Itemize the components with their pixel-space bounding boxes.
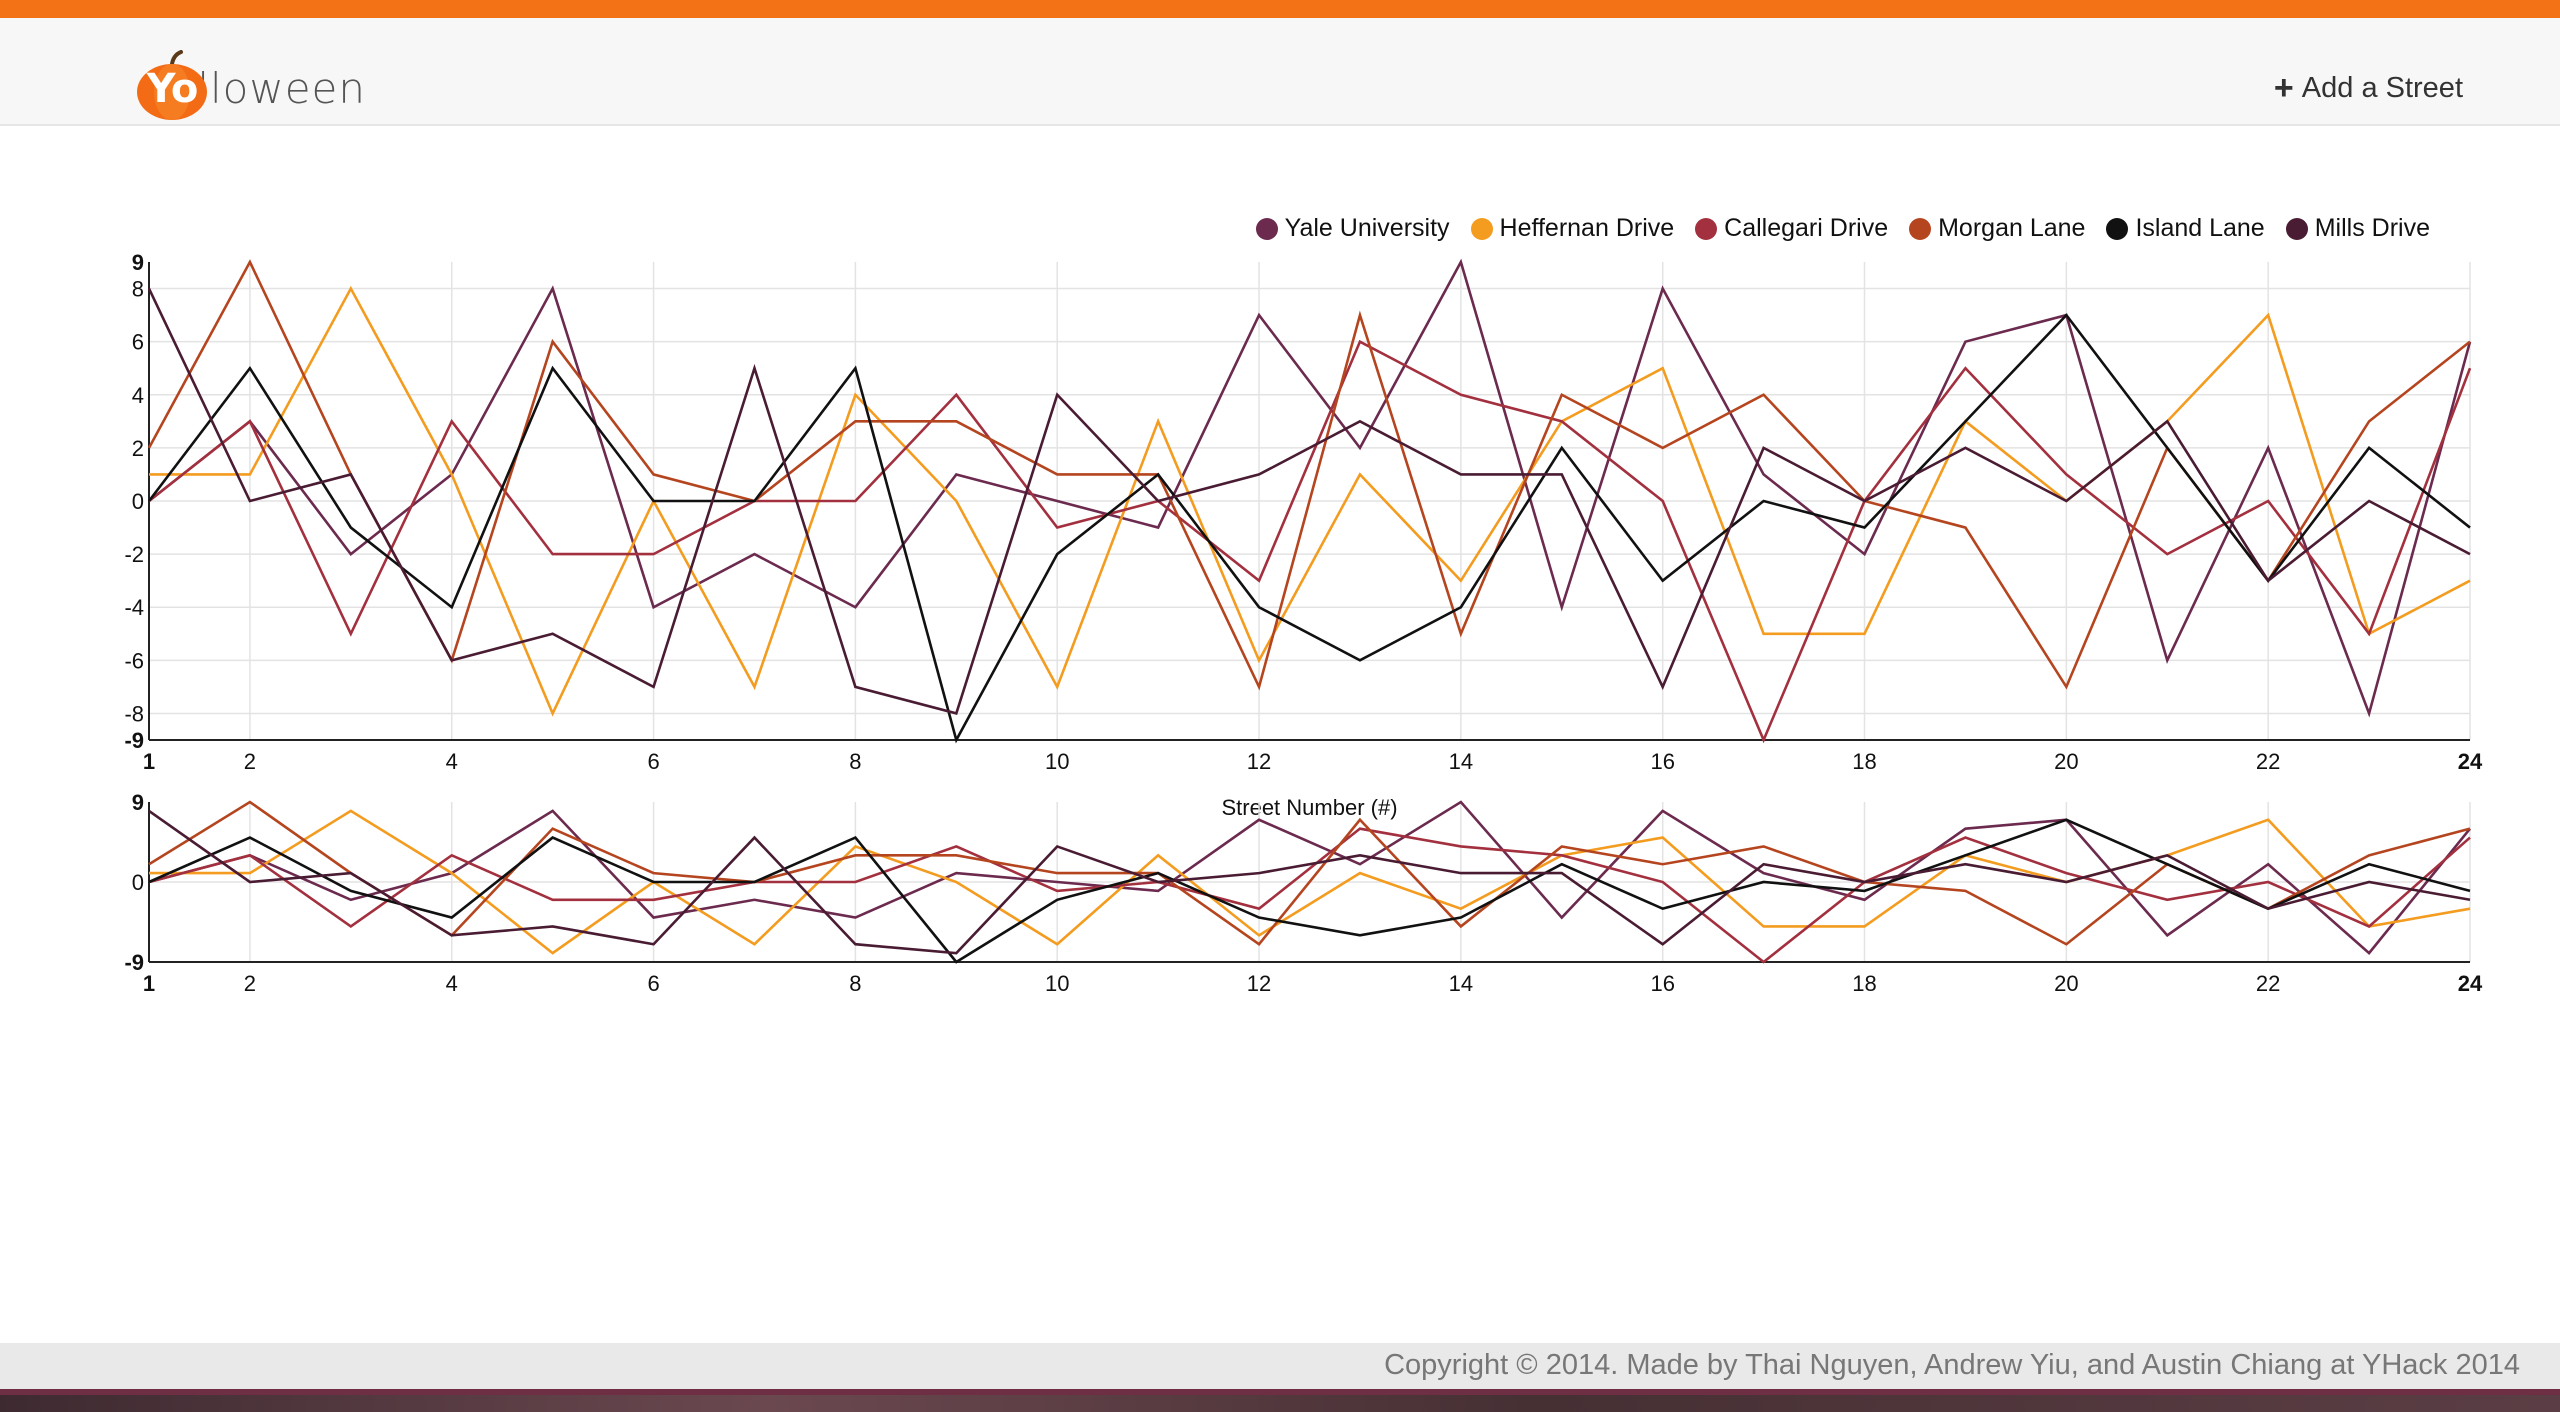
bottom-decor-strip: [0, 1389, 2560, 1412]
context-x-tick-label: 14: [1449, 971, 1473, 996]
context-y-tick-label: -9: [124, 950, 144, 975]
context-x-tick-label: 22: [2256, 971, 2280, 996]
legend-dot-icon: [2106, 217, 2129, 240]
add-street-label: Add a Street: [2301, 71, 2463, 104]
legend-dot-icon: [1255, 217, 1278, 240]
main-x-tick-label: 6: [647, 749, 659, 774]
main-x-tick-label: 4: [446, 749, 458, 774]
main-x-tick-label: 10: [1045, 749, 1069, 774]
context-y-tick-label: 0: [132, 870, 144, 895]
main-y-tick-label: 0: [132, 489, 144, 514]
context-x-tick-label: 4: [446, 971, 458, 996]
logo-highlight: Yo: [146, 66, 199, 112]
main-x-tick-label: 1: [143, 749, 155, 774]
legend-dot-icon: [1470, 217, 1493, 240]
legend-dot-icon: [1909, 217, 1932, 240]
main-y-tick-label: 2: [132, 436, 144, 461]
context-x-tick-label: 2: [244, 971, 256, 996]
context-x-tick-label: 24: [2458, 971, 2483, 996]
main-x-tick-label: 18: [1852, 749, 1876, 774]
context-x-tick-label: 6: [647, 971, 659, 996]
main-y-tick-label: -2: [124, 542, 144, 567]
main-x-tick-label: 20: [2054, 749, 2078, 774]
main-series-line: [147, 313, 2471, 744]
context-series-line: [148, 809, 2471, 955]
main-x-tick-label: 14: [1449, 749, 1473, 774]
context-y-tick-label: 9: [132, 790, 144, 815]
main-series-line: [148, 339, 2472, 744]
legend-item[interactable]: Morgan Lane: [1909, 214, 2085, 243]
legend-label: Heffernan Drive: [1499, 214, 1675, 242]
main-y-tick-label: -9: [124, 728, 144, 753]
main-y-tick-label: -8: [124, 701, 144, 726]
legend-dot-icon: [1695, 217, 1718, 240]
logo-text: lloween: [197, 63, 366, 113]
legend-item[interactable]: Yale University: [1255, 214, 1450, 243]
context-series-line: [148, 818, 2471, 964]
main-x-tick-label: 8: [849, 749, 861, 774]
legend-item[interactable]: Heffernan Drive: [1470, 214, 1675, 243]
legend-label: Callegari Drive: [1724, 214, 1889, 242]
context-x-tick-label: 10: [1045, 971, 1069, 996]
legend-item[interactable]: Mills Drive: [2285, 214, 2430, 243]
main-x-tick-label: 22: [2256, 749, 2280, 774]
main-series-line: [148, 258, 2472, 718]
context-x-tick-label: 18: [1852, 971, 1876, 996]
main-x-tick-label: 16: [1650, 749, 1674, 774]
legend-label: Mills Drive: [2314, 214, 2430, 242]
main-x-tick-label: 24: [2458, 749, 2483, 774]
context-x-tick-label: 1: [143, 971, 155, 996]
main-x-tick-label: 12: [1247, 749, 1271, 774]
legend-label: Yale University: [1284, 214, 1450, 242]
main-y-tick-label: -4: [124, 595, 144, 620]
pumpkin-icon: Yo: [136, 50, 207, 120]
legend-label: Island Lane: [2135, 214, 2265, 242]
context-series-line: [148, 800, 2471, 946]
context-x-tick-label: 20: [2054, 971, 2078, 996]
footer: Copyright © 2014. Made by Thai Nguyen, A…: [0, 1343, 2560, 1389]
main-series-line: [147, 259, 2471, 691]
legend-dot-icon: [2285, 217, 2308, 240]
context-panel: 90-91 2 4 6 8 10 12 14 16 18 20 22 24: [124, 790, 2483, 996]
x-axis-title: Street Number (#): [1221, 795, 1397, 820]
navbar: Yo lloween + Add a Street: [0, 18, 2560, 126]
context-x-tick-label: 12: [1247, 971, 1271, 996]
main-y-tick-label: 6: [132, 330, 144, 355]
legend-label: Morgan Lane: [1938, 214, 2086, 242]
context-series-line: [148, 800, 2472, 955]
main-y-tick-label: -6: [124, 648, 144, 673]
main-series-line: [147, 287, 2471, 716]
main-x-tick-label: 2: [244, 749, 256, 774]
legend-item[interactable]: Island Lane: [2106, 214, 2265, 243]
context-x-tick-label: 16: [1650, 971, 1674, 996]
top-accent-bar: [0, 0, 2560, 18]
context-series-line: [148, 827, 2471, 964]
main-y-tick-label: 8: [132, 277, 144, 302]
plus-icon: +: [2273, 69, 2294, 107]
copyright-text: Copyright © 2014. Made by Thai Nguyen, A…: [1384, 1349, 2520, 1381]
context-x-tick-label: 8: [849, 971, 861, 996]
add-street-button[interactable]: + Add a Street: [2274, 68, 2463, 108]
logo[interactable]: Yo lloween: [136, 48, 366, 122]
main-y-tick-label: 9: [132, 250, 144, 275]
chart-legend: Yale University Heffernan Drive Callegari …: [1235, 214, 2430, 243]
main-y-tick-label: 4: [132, 383, 144, 408]
legend-item[interactable]: Callegari Drive: [1695, 214, 1888, 243]
